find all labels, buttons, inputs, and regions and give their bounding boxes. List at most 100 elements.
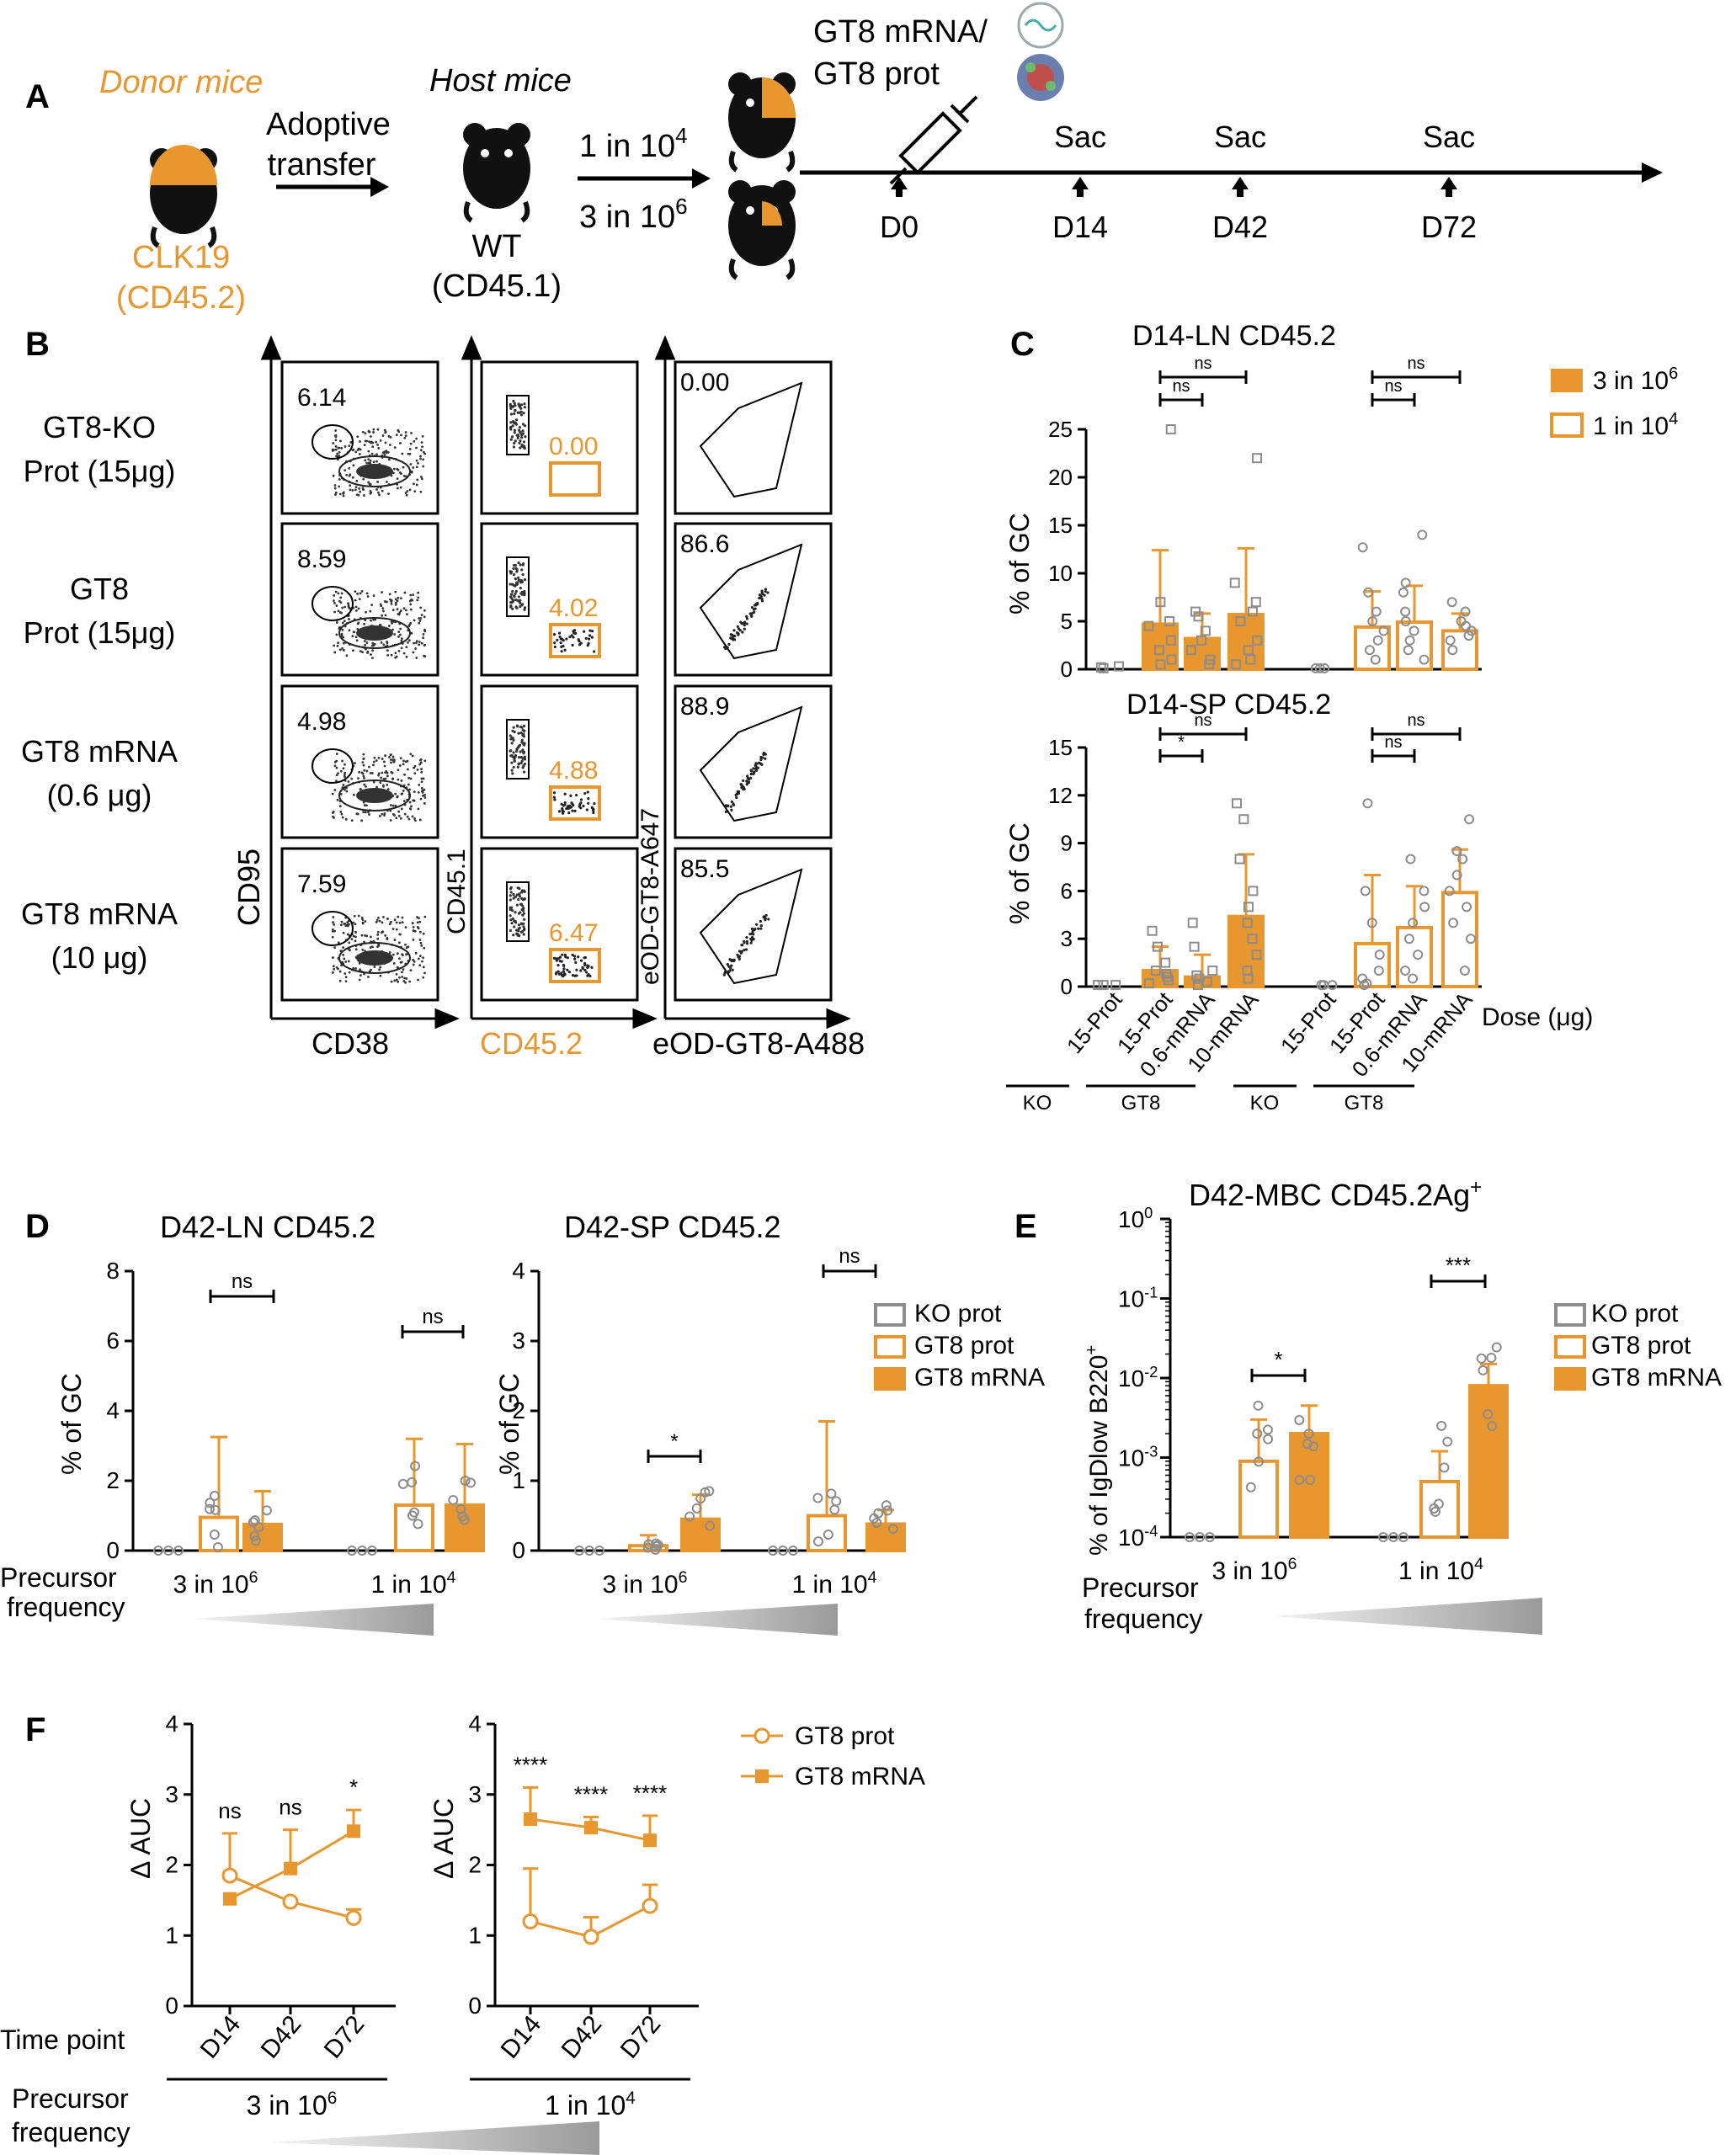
event-dot xyxy=(378,919,381,923)
event-dot xyxy=(339,596,343,599)
event-dot xyxy=(397,778,400,781)
data-point xyxy=(1442,1436,1453,1447)
event-dot xyxy=(518,743,522,747)
data-point xyxy=(887,1524,898,1535)
event-dot xyxy=(406,815,409,818)
sig-bracket-c-label: ns xyxy=(1407,354,1424,373)
event-dot xyxy=(519,410,523,413)
event-dot xyxy=(412,466,415,469)
event-dot xyxy=(364,619,367,622)
event-dot xyxy=(344,976,348,979)
event-dot xyxy=(419,941,423,944)
event-dot xyxy=(339,439,342,443)
data-point xyxy=(1207,966,1218,976)
data-point xyxy=(1398,1532,1409,1542)
event-dot xyxy=(418,917,420,920)
event-dot xyxy=(408,980,412,983)
event-dot xyxy=(743,620,747,624)
event-dot xyxy=(750,614,754,618)
adoptive-label-2: transfer xyxy=(268,147,376,183)
event-dot xyxy=(334,439,338,442)
event-dot xyxy=(574,960,578,965)
event-dot xyxy=(511,917,514,920)
event-dot xyxy=(422,976,425,979)
event-dot xyxy=(334,493,337,497)
event-dot xyxy=(420,768,423,770)
y-axis-f-tick-label: 2 xyxy=(165,1852,178,1878)
data-point xyxy=(1486,1353,1497,1364)
event-dot xyxy=(586,974,589,977)
event-dot xyxy=(393,939,397,941)
panel-f-letter: F xyxy=(25,1711,45,1748)
legend-e: KO prot GT8 prot GT8 mRNA xyxy=(1554,1300,1722,1391)
axis-label-a488: eOD-GT8-A488 xyxy=(652,1026,865,1061)
data-point xyxy=(209,1490,220,1501)
event-dot xyxy=(380,776,382,780)
event-dot xyxy=(343,775,346,779)
data-point xyxy=(1251,950,1262,960)
event-dot xyxy=(418,930,422,934)
event-dot xyxy=(413,482,415,486)
data-point xyxy=(522,1913,539,1929)
event-dot xyxy=(371,945,374,949)
event-dot xyxy=(401,976,404,978)
data-point xyxy=(282,1893,299,1910)
y-axis-c-tick-label: 15 xyxy=(1048,513,1073,538)
event-dot xyxy=(395,972,398,976)
event-dot xyxy=(361,430,365,434)
data-point xyxy=(1205,654,1216,665)
data-point xyxy=(1314,662,1325,673)
event-dot xyxy=(522,764,525,768)
event-dot xyxy=(422,458,425,461)
event-dot xyxy=(398,611,402,615)
event-dot xyxy=(372,428,375,431)
event-dot xyxy=(736,631,739,635)
event-dot xyxy=(583,630,586,633)
event-dot xyxy=(745,939,748,943)
event-dot xyxy=(523,897,526,901)
event-dot xyxy=(348,941,351,944)
event-dot xyxy=(519,601,522,604)
event-dot xyxy=(409,969,413,972)
event-dot xyxy=(420,786,423,790)
data-point xyxy=(1430,1506,1440,1517)
event-dot xyxy=(418,763,422,766)
event-dot xyxy=(402,790,405,792)
event-dot xyxy=(420,777,423,780)
event-dot xyxy=(363,444,366,447)
event-dot xyxy=(391,804,395,807)
event-dot xyxy=(760,591,764,594)
data-point xyxy=(1362,798,1373,809)
legend-d-swatch xyxy=(874,1367,906,1391)
event-dot xyxy=(361,949,365,951)
data-point xyxy=(1234,854,1245,865)
data-point xyxy=(1373,966,1384,976)
event-dot xyxy=(358,961,361,965)
event-dot xyxy=(509,407,513,411)
event-dot xyxy=(341,759,343,763)
event-dot xyxy=(377,447,381,450)
event-dot xyxy=(510,736,514,739)
data-point xyxy=(704,1486,715,1497)
event-dot xyxy=(407,641,409,644)
event-dot xyxy=(396,608,399,611)
y-axis-f-tick-label: 4 xyxy=(165,1711,178,1737)
event-dot xyxy=(359,974,362,977)
event-dot xyxy=(348,629,351,632)
data-point xyxy=(695,1493,706,1504)
event-dot xyxy=(587,641,590,646)
event-dot xyxy=(402,652,406,655)
event-dot xyxy=(522,925,525,929)
event-dot xyxy=(381,784,385,787)
event-dot xyxy=(755,923,759,926)
event-dot xyxy=(743,787,746,791)
event-dot xyxy=(375,453,378,456)
event-dot xyxy=(365,439,369,443)
density-contour xyxy=(338,617,411,649)
event-dot xyxy=(381,930,385,934)
event-dot xyxy=(410,631,413,635)
event-dot xyxy=(743,627,746,631)
event-dot xyxy=(387,492,390,496)
event-dot xyxy=(358,770,361,774)
data-point xyxy=(1360,886,1371,897)
